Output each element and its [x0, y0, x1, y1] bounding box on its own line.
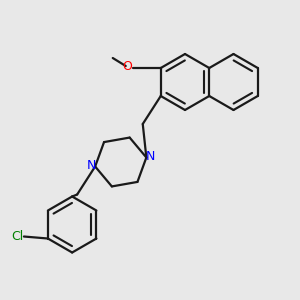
- Text: Cl: Cl: [11, 230, 23, 243]
- Text: O: O: [122, 61, 132, 74]
- Text: N: N: [86, 159, 96, 172]
- Text: N: N: [146, 150, 155, 163]
